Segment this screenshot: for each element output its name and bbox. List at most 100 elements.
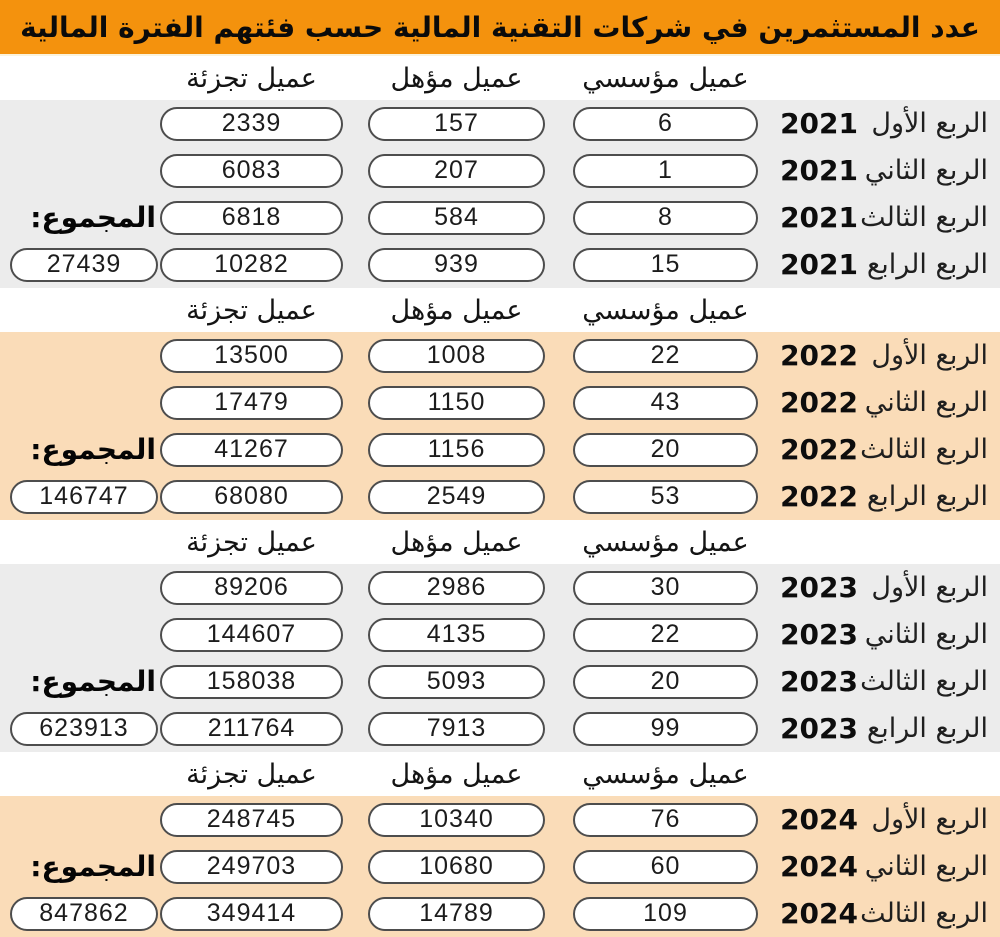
retail-value-pill: 144607 <box>160 617 343 652</box>
table-row: 27439 10282 939 15 2021 الربع الرابع <box>0 241 1000 288</box>
qualified-value-pill: 10340 <box>368 802 545 837</box>
year-section-2022: عميل تجزئة عميل مؤهل عميل مؤسسي 13500 10… <box>0 288 1000 520</box>
table-row: 6083 207 1 2021 الربع الثاني <box>0 147 1000 194</box>
year-label: 2023 <box>780 618 858 651</box>
column-headers-2022: عميل تجزئة عميل مؤهل عميل مؤسسي <box>0 288 1000 332</box>
total-label: المجموع: <box>30 850 156 883</box>
quarter-label: الربع الثاني <box>864 851 988 882</box>
year-label: 2024 <box>780 850 858 883</box>
col-header-qualified: عميل مؤهل <box>390 758 523 790</box>
retail-value-pill: 10282 <box>160 247 343 282</box>
table-row: 847862 349414 14789 109 2024 الربع الثال… <box>0 890 1000 937</box>
col-header-retail: عميل تجزئة <box>186 294 317 326</box>
year-section-2023: عميل تجزئة عميل مؤهل عميل مؤسسي 89206 29… <box>0 520 1000 752</box>
quarter-label: الربع الثالث <box>860 898 988 929</box>
total-label: المجموع: <box>30 433 156 466</box>
quarter-label: الربع الثاني <box>864 387 988 418</box>
qualified-value-pill: 7913 <box>368 711 545 746</box>
year-band-2021: 2339 157 6 2021 الربع الأول 6083 207 1 2… <box>0 100 1000 288</box>
col-header-retail: عميل تجزئة <box>186 758 317 790</box>
year-label: 2023 <box>780 712 858 745</box>
qualified-value-pill: 5093 <box>368 664 545 699</box>
retail-value-pill: 2339 <box>160 106 343 141</box>
year-label: 2021 <box>780 154 858 187</box>
qualified-value-pill: 2549 <box>368 479 545 514</box>
qualified-value-pill: 939 <box>368 247 545 282</box>
total-label: المجموع: <box>30 201 156 234</box>
qualified-value-pill: 1008 <box>368 338 545 373</box>
year-total-pill: 847862 <box>10 896 158 931</box>
institutional-value-pill: 76 <box>573 802 758 837</box>
retail-value-pill: 68080 <box>160 479 343 514</box>
institutional-value-pill: 6 <box>573 106 758 141</box>
col-header-institutional: عميل مؤسسي <box>582 294 749 326</box>
quarter-label: الربع الأول <box>871 804 988 835</box>
year-label: 2022 <box>780 386 858 419</box>
quarter-label: الربع الثالث <box>860 434 988 465</box>
retail-value-pill: 41267 <box>160 432 343 467</box>
col-header-institutional: عميل مؤسسي <box>582 62 749 94</box>
institutional-value-pill: 1 <box>573 153 758 188</box>
retail-value-pill: 211764 <box>160 711 343 746</box>
col-header-qualified: عميل مؤهل <box>390 526 523 558</box>
table-row: 17479 1150 43 2022 الربع الثاني <box>0 379 1000 426</box>
institutional-value-pill: 30 <box>573 570 758 605</box>
table-row: 144607 4135 22 2023 الربع الثاني <box>0 611 1000 658</box>
retail-value-pill: 6818 <box>160 200 343 235</box>
year-label: 2023 <box>780 571 858 604</box>
qualified-value-pill: 584 <box>368 200 545 235</box>
year-total-pill: 623913 <box>10 711 158 746</box>
year-label: 2022 <box>780 433 858 466</box>
quarter-label: الربع الثالث <box>860 202 988 233</box>
year-section-2024: عميل تجزئة عميل مؤهل عميل مؤسسي 248745 1… <box>0 752 1000 937</box>
title-bar: عدد المستثمرين في شركات التقنية المالية … <box>0 0 1000 56</box>
qualified-value-pill: 2986 <box>368 570 545 605</box>
quarter-label: الربع الرابع <box>866 713 988 744</box>
col-header-retail: عميل تجزئة <box>186 62 317 94</box>
institutional-value-pill: 8 <box>573 200 758 235</box>
institutional-value-pill: 43 <box>573 385 758 420</box>
qualified-value-pill: 14789 <box>368 896 545 931</box>
retail-value-pill: 248745 <box>160 802 343 837</box>
quarter-label: الربع الأول <box>871 108 988 139</box>
year-label: 2022 <box>780 339 858 372</box>
col-header-qualified: عميل مؤهل <box>390 294 523 326</box>
institutional-value-pill: 20 <box>573 432 758 467</box>
table-row: 146747 68080 2549 53 2022 الربع الرابع <box>0 473 1000 520</box>
table-row: المجموع: 249703 10680 60 2024 الربع الثا… <box>0 843 1000 890</box>
retail-value-pill: 349414 <box>160 896 343 931</box>
column-headers-2024: عميل تجزئة عميل مؤهل عميل مؤسسي <box>0 752 1000 796</box>
page-title: عدد المستثمرين في شركات التقنية المالية … <box>20 10 980 44</box>
table-row: المجموع: 6818 584 8 2021 الربع الثالث <box>0 194 1000 241</box>
institutional-value-pill: 99 <box>573 711 758 746</box>
table-row: المجموع: 158038 5093 20 2023 الربع الثال… <box>0 658 1000 705</box>
table-row: 623913 211764 7913 99 2023 الربع الرابع <box>0 705 1000 752</box>
table-row: 13500 1008 22 2022 الربع الأول <box>0 332 1000 379</box>
quarter-label: الربع الرابع <box>866 249 988 280</box>
column-headers-2021: عميل تجزئة عميل مؤهل عميل مؤسسي <box>0 56 1000 100</box>
table-row: 2339 157 6 2021 الربع الأول <box>0 100 1000 147</box>
table-row: 248745 10340 76 2024 الربع الأول <box>0 796 1000 843</box>
year-label: 2021 <box>780 248 858 281</box>
year-total-pill: 146747 <box>10 479 158 514</box>
total-label: المجموع: <box>30 665 156 698</box>
table-row: المجموع: 41267 1156 20 2022 الربع الثالث <box>0 426 1000 473</box>
qualified-value-pill: 207 <box>368 153 545 188</box>
retail-value-pill: 6083 <box>160 153 343 188</box>
institutional-value-pill: 22 <box>573 617 758 652</box>
col-header-institutional: عميل مؤسسي <box>582 758 749 790</box>
col-header-retail: عميل تجزئة <box>186 526 317 558</box>
qualified-value-pill: 1156 <box>368 432 545 467</box>
year-section-2021: عميل تجزئة عميل مؤهل عميل مؤسسي 2339 157… <box>0 56 1000 288</box>
table-row: 89206 2986 30 2023 الربع الأول <box>0 564 1000 611</box>
year-label: 2021 <box>780 107 858 140</box>
quarter-label: الربع الثالث <box>860 666 988 697</box>
institutional-value-pill: 20 <box>573 664 758 699</box>
col-header-institutional: عميل مؤسسي <box>582 526 749 558</box>
retail-value-pill: 89206 <box>160 570 343 605</box>
year-label: 2024 <box>780 803 858 836</box>
year-band-2023: 89206 2986 30 2023 الربع الأول 144607 41… <box>0 564 1000 752</box>
quarter-label: الربع الأول <box>871 572 988 603</box>
institutional-value-pill: 60 <box>573 849 758 884</box>
